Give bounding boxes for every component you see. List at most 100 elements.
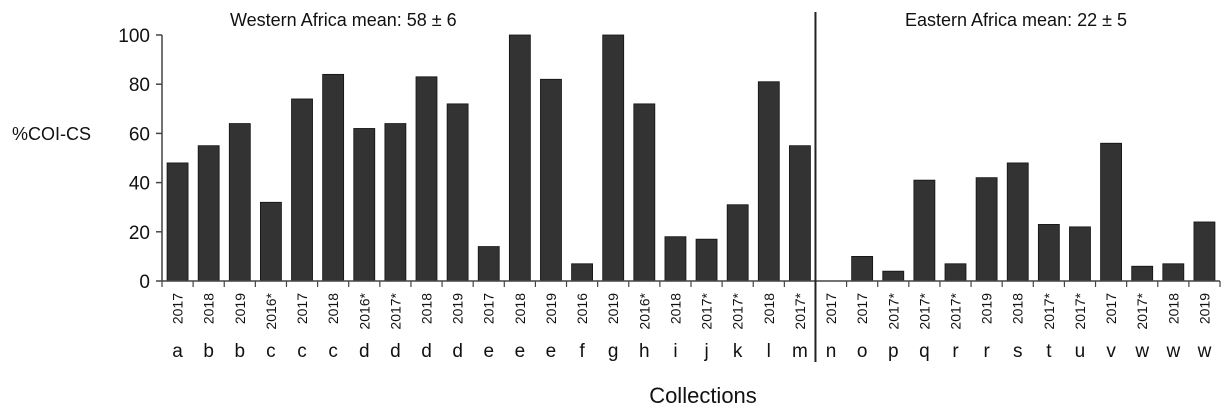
x-tick-year-label: 2019 bbox=[450, 293, 466, 324]
bar bbox=[851, 255, 874, 282]
bar bbox=[1131, 265, 1154, 282]
western-africa-mean-annotation: Western Africa mean: 58 ± 6 bbox=[230, 10, 457, 30]
bar bbox=[633, 103, 656, 282]
x-tick-year-label: 2018 bbox=[1010, 293, 1026, 324]
x-tick-year-label: 2017 bbox=[294, 293, 310, 324]
bar bbox=[1193, 221, 1216, 282]
x-tick-site-label: b bbox=[203, 341, 214, 362]
bar bbox=[944, 263, 967, 282]
bar bbox=[975, 177, 998, 282]
x-tick-year-label: 2016* bbox=[263, 292, 279, 329]
x-tick-site-label: w bbox=[1165, 341, 1180, 362]
bar bbox=[757, 81, 780, 282]
bar bbox=[197, 145, 220, 282]
x-tick-year-label: 2017* bbox=[916, 292, 932, 329]
x-tick-site-label: d bbox=[421, 341, 432, 362]
x-tick-site-label: c bbox=[266, 341, 276, 362]
bar bbox=[602, 34, 625, 282]
x-tick-year-label: 2019 bbox=[543, 293, 559, 324]
x-tick-site-label: u bbox=[1075, 341, 1086, 362]
x-tick-site-label: d bbox=[452, 341, 463, 362]
x-tick-site-label: l bbox=[767, 341, 771, 362]
x-tick-year-label: 2017* bbox=[1072, 292, 1088, 329]
x-tick-year-label: 2018 bbox=[201, 293, 217, 324]
x-tick-year-label: 2018 bbox=[419, 293, 435, 324]
x-tick-site-label: k bbox=[733, 341, 743, 362]
x-tick-site-label: d bbox=[359, 341, 370, 362]
x-tick-site-label: e bbox=[515, 341, 526, 362]
x-tick-site-label: e bbox=[546, 341, 557, 362]
bar bbox=[446, 103, 469, 282]
bar bbox=[882, 270, 905, 282]
bar bbox=[1069, 226, 1091, 282]
x-tick-site-label: s bbox=[1013, 341, 1023, 362]
x-tick-site-label: b bbox=[235, 341, 246, 362]
x-tick-year-label: 2018 bbox=[512, 293, 528, 324]
bar bbox=[477, 246, 500, 282]
x-tick-year-label: 2017* bbox=[387, 292, 403, 329]
bar bbox=[540, 78, 562, 282]
bar bbox=[1100, 142, 1122, 282]
y-tick-label: 60 bbox=[129, 124, 150, 145]
x-tick-site-label: p bbox=[888, 341, 899, 362]
bar bbox=[291, 98, 313, 282]
x-tick-site-label: j bbox=[703, 341, 708, 362]
x-tick-year-label: 2017* bbox=[885, 292, 901, 329]
x-tick-year-label: 2017* bbox=[1041, 292, 1057, 329]
x-tick-site-label: m bbox=[792, 341, 808, 362]
x-tick-site-label: g bbox=[608, 341, 619, 362]
x-tick-year-label: 2017 bbox=[481, 293, 497, 324]
bars bbox=[166, 34, 1216, 282]
x-tick-year-label: 2019 bbox=[605, 293, 621, 324]
bar bbox=[726, 204, 749, 282]
x-tick-year-label: 2018 bbox=[1165, 293, 1181, 324]
bar bbox=[384, 123, 407, 282]
x-tick-year-label: 2019 bbox=[1196, 293, 1212, 324]
x-tick-site-label: t bbox=[1046, 341, 1052, 362]
bar bbox=[260, 201, 282, 282]
x-tick-site-label: o bbox=[857, 341, 868, 362]
y-tick-label: 80 bbox=[129, 75, 150, 96]
x-tick-year-label: 2016 bbox=[574, 293, 590, 324]
x-tick-year-label: 2017 bbox=[823, 293, 839, 324]
x-tick-year-label: 2018 bbox=[667, 293, 683, 324]
x-tick-site-label: c bbox=[297, 341, 307, 362]
x-tick-site-label: f bbox=[579, 341, 585, 362]
y-tick-label: 0 bbox=[139, 272, 150, 293]
x-tick-year-label: 2017 bbox=[170, 293, 186, 324]
x-tick-year-label: 2017* bbox=[948, 292, 964, 329]
bar bbox=[1037, 224, 1060, 282]
x-tick-site-label: r bbox=[983, 341, 990, 362]
bar bbox=[1006, 162, 1029, 282]
bar bbox=[166, 162, 189, 282]
x-axis-label: Collections bbox=[649, 383, 757, 408]
bar bbox=[664, 236, 687, 282]
bar bbox=[571, 263, 593, 282]
bar bbox=[1162, 263, 1185, 282]
x-tick-year-label: 2017* bbox=[699, 292, 715, 329]
bar bbox=[695, 238, 718, 282]
bar bbox=[508, 34, 531, 282]
bar bbox=[322, 73, 345, 282]
bar bbox=[228, 123, 251, 282]
eastern-africa-mean-annotation: Eastern Africa mean: 22 ± 5 bbox=[905, 10, 1127, 30]
bar bbox=[789, 145, 811, 282]
x-axis bbox=[161, 12, 1221, 362]
bar bbox=[913, 179, 936, 282]
annotations: Western Africa mean: 58 ± 6 Eastern Afri… bbox=[230, 10, 1127, 30]
x-tick-site-label: d bbox=[390, 341, 401, 362]
x-tick-year-label: 2017* bbox=[792, 292, 808, 329]
x-tick-year-label: 2017 bbox=[1103, 293, 1119, 324]
y-tick-label: 20 bbox=[129, 223, 150, 244]
y-axis-label: %COI-CS bbox=[12, 124, 91, 144]
bar bbox=[415, 76, 438, 282]
x-tick-year-label: 2018 bbox=[761, 293, 777, 324]
x-tick-site-label: q bbox=[919, 341, 930, 362]
x-tick-year-label: 2016* bbox=[636, 292, 652, 329]
x-tick-site-label: a bbox=[172, 341, 183, 362]
x-tick-site-label: h bbox=[639, 341, 650, 362]
x-tick-site-label: n bbox=[826, 341, 837, 362]
x-tick-site-label: r bbox=[952, 341, 959, 362]
x-tick-site-label: c bbox=[328, 341, 338, 362]
